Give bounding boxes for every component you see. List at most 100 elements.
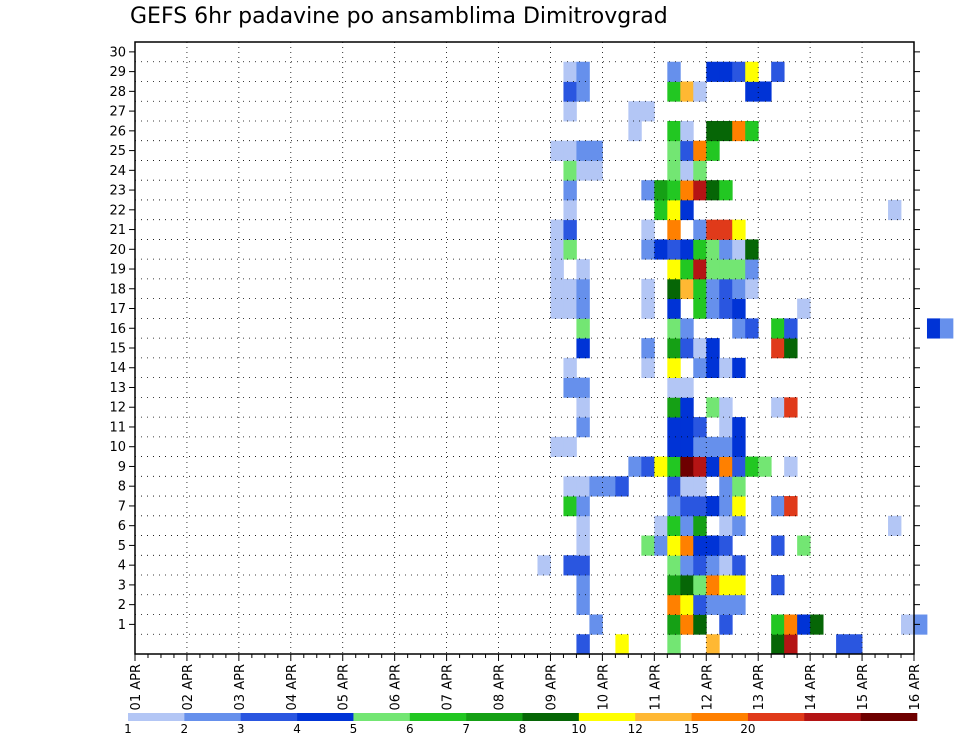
heatmap-cell [914, 614, 928, 635]
heatmap-cell [732, 120, 746, 142]
heatmap-cell [732, 476, 746, 497]
colorbar-label: 10 [571, 722, 586, 736]
heatmap-cell [693, 555, 707, 576]
heatmap-cell [680, 496, 694, 517]
heatmap-cell [706, 298, 720, 319]
chart-title: GEFS 6hr padavine po ansamblima Dimitrov… [130, 4, 668, 29]
heatmap-cell [667, 614, 681, 635]
heatmap-cell [576, 298, 590, 319]
heatmap-cell [654, 456, 668, 477]
heatmap-cell [732, 417, 746, 438]
heatmap-cell [784, 614, 798, 635]
heatmap-cell [576, 476, 590, 497]
heatmap-cell [628, 456, 642, 477]
colorbar-label: 20 [740, 722, 755, 736]
heatmap-cell [745, 120, 759, 142]
heatmap-cell [693, 239, 707, 260]
heatmap-cell [550, 219, 564, 240]
heatmap-cell [667, 160, 681, 181]
colorbar-swatch [409, 713, 467, 721]
heatmap-cell [550, 239, 564, 260]
heatmap-cell [641, 338, 655, 359]
heatmap-cell [719, 535, 733, 556]
heatmap-cell [563, 555, 577, 576]
heatmap-cell [680, 160, 694, 181]
heatmap-cell [719, 357, 733, 379]
colorbar-swatch [128, 713, 185, 721]
heatmap-cell [719, 476, 733, 497]
heatmap-cell [550, 140, 564, 161]
y-tick-label: 15 [109, 342, 126, 357]
heatmap-cell [745, 81, 759, 102]
colorbar-swatch [747, 713, 805, 721]
heatmap-cell [771, 496, 785, 517]
heatmap-cell [667, 199, 681, 221]
heatmap-cell [641, 239, 655, 260]
colorbar-swatch [240, 713, 298, 721]
heatmap-cell [641, 180, 655, 201]
heatmap-cell [680, 555, 694, 576]
heatmap-cell [667, 417, 681, 438]
heatmap-cell [550, 278, 564, 300]
heatmap-cell [667, 318, 681, 339]
heatmap-cell [576, 535, 590, 556]
heatmap-cell [563, 160, 577, 181]
heatmap-cell [732, 515, 746, 536]
heatmap-cell [680, 436, 694, 457]
heatmap-cell [693, 278, 707, 300]
heatmap-cell [719, 239, 733, 260]
heatmap-cell [576, 417, 590, 438]
colorbar-swatch [522, 713, 580, 721]
heatmap-cell [719, 180, 733, 201]
heatmap-cell [706, 555, 720, 576]
heatmap-cell [732, 239, 746, 260]
heatmap-cell [550, 436, 564, 457]
heatmap-cell [771, 614, 785, 635]
y-tick-label: 8 [118, 480, 126, 495]
heatmap-cell [576, 397, 590, 418]
heatmap-cell [719, 61, 733, 82]
heatmap-cell [563, 101, 577, 122]
heatmap-cell [706, 61, 720, 82]
heatmap-cell [680, 594, 694, 615]
y-tick-label: 3 [118, 578, 126, 593]
colorbar-swatch [635, 713, 692, 721]
heatmap-cell [667, 515, 681, 536]
heatmap-cell [719, 278, 733, 300]
heatmap-cell [667, 535, 681, 556]
heatmap-cell [849, 634, 863, 655]
heatmap-cell [745, 456, 759, 477]
y-tick-label: 22 [109, 203, 126, 218]
heatmap-cell [719, 575, 733, 596]
heatmap-cell [680, 81, 694, 102]
heatmap-cell [745, 239, 759, 260]
heatmap-cell [706, 496, 720, 517]
heatmap-cell [693, 180, 707, 201]
heatmap-cell [615, 634, 629, 655]
heatmap-cell [732, 456, 746, 477]
x-tick-label: 04 APR [285, 664, 300, 710]
heatmap-cell [589, 614, 603, 635]
heatmap-cell [667, 555, 681, 576]
heatmap-cell [732, 496, 746, 517]
y-tick-label: 10 [109, 440, 126, 455]
heatmap-cell [771, 535, 785, 556]
heatmap-cell [693, 476, 707, 497]
heatmap-cell [667, 180, 681, 201]
heatmap-cell [667, 476, 681, 497]
heatmap-cell [680, 140, 694, 161]
y-tick-label: 20 [109, 243, 126, 258]
heatmap-cell [667, 436, 681, 457]
y-tick-label: 23 [109, 184, 126, 199]
heatmap-cell [641, 357, 655, 379]
heatmap-cell [888, 199, 902, 221]
colorbar-label: 1 [124, 722, 132, 736]
heatmap-cell [706, 594, 720, 615]
heatmap-cell [693, 456, 707, 477]
heatmap-cell [693, 140, 707, 161]
heatmap-cell [719, 219, 733, 240]
heatmap-cell [680, 476, 694, 497]
heatmap-cell [719, 298, 733, 319]
heatmap-cell [589, 140, 603, 161]
